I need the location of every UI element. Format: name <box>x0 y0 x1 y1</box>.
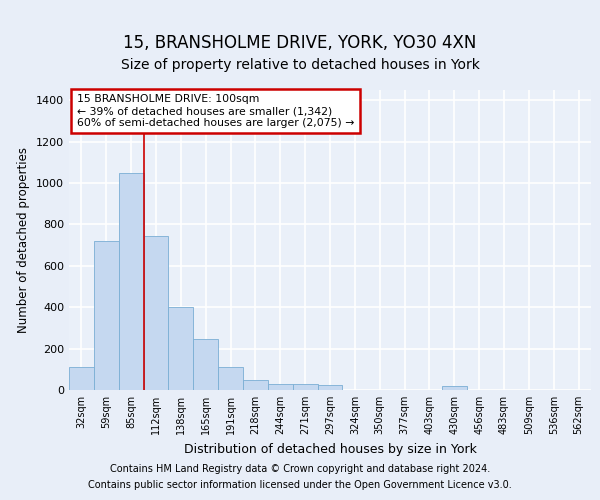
Bar <box>218 367 243 390</box>
Text: 15 BRANSHOLME DRIVE: 100sqm
← 39% of detached houses are smaller (1,342)
60% of : 15 BRANSHOLME DRIVE: 100sqm ← 39% of det… <box>77 94 354 128</box>
Bar <box>119 173 143 390</box>
Bar <box>317 385 343 390</box>
Bar <box>94 241 119 390</box>
Bar <box>169 307 193 390</box>
Bar <box>69 367 94 390</box>
Text: Contains HM Land Registry data © Crown copyright and database right 2024.: Contains HM Land Registry data © Crown c… <box>110 464 490 474</box>
Bar <box>293 384 317 390</box>
Bar <box>442 386 467 390</box>
Bar <box>143 236 169 390</box>
Bar <box>268 384 293 390</box>
Bar <box>243 380 268 390</box>
X-axis label: Distribution of detached houses by size in York: Distribution of detached houses by size … <box>184 442 476 456</box>
Y-axis label: Number of detached properties: Number of detached properties <box>17 147 31 333</box>
Text: 15, BRANSHOLME DRIVE, YORK, YO30 4XN: 15, BRANSHOLME DRIVE, YORK, YO30 4XN <box>124 34 476 52</box>
Bar <box>193 340 218 390</box>
Text: Size of property relative to detached houses in York: Size of property relative to detached ho… <box>121 58 479 72</box>
Text: Contains public sector information licensed under the Open Government Licence v3: Contains public sector information licen… <box>88 480 512 490</box>
